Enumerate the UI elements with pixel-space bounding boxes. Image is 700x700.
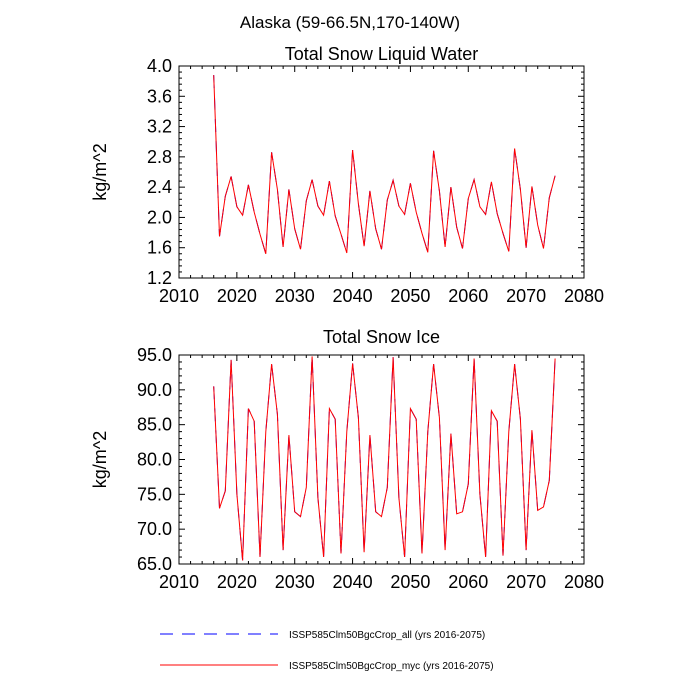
plot-frame-swl (178, 65, 585, 279)
y-tick-label: 2.0 (147, 207, 172, 227)
y-tick-label: 70.0 (137, 519, 172, 539)
x-tick-label: 2070 (506, 286, 546, 306)
x-tick-label: 2080 (564, 572, 604, 592)
y-tick-label: 65.0 (137, 554, 172, 574)
x-tick-label: 2070 (506, 572, 546, 592)
series-line-myc-swl (213, 75, 556, 254)
y-axis-label-swl: kg/m^2 (90, 143, 110, 200)
y-tick-label: 2.8 (147, 147, 172, 167)
legend: ISSP585Clm50BgcCrop_all (yrs 2016-2075) … (160, 630, 494, 672)
y-tick-label: 1.2 (147, 268, 172, 288)
y-tick-label: 1.6 (147, 238, 172, 258)
x-tick-label: 2020 (217, 572, 257, 592)
legend-entry-all: ISSP585Clm50BgcCrop_all (yrs 2016-2075) (160, 630, 485, 641)
x-tick-label: 2010 (159, 286, 199, 306)
x-tick-label: 2060 (448, 286, 488, 306)
panel-snow-ice: Total Snow Ice kg/m^2 2010 2020 2030 2040 2050… (90, 327, 604, 592)
y-tick-label: 90.0 (137, 380, 172, 400)
y-tick-label: 3.2 (147, 117, 172, 137)
legend-label-myc: ISSP585Clm50BgcCrop_myc (yrs 2016-2075) (289, 661, 494, 672)
x-tick-label: 2060 (448, 572, 488, 592)
x-tick-label: 2040 (333, 286, 373, 306)
y-tick-label: 3.6 (147, 86, 172, 106)
y-tick-label: 75.0 (137, 484, 172, 504)
y-tick-label: 95.0 (137, 345, 172, 365)
x-tick-label: 2030 (275, 286, 315, 306)
y-axis-label-ice: kg/m^2 (90, 431, 110, 488)
x-tick-label: 2010 (159, 572, 199, 592)
x-tick-label: 2020 (217, 286, 257, 306)
y-tick-label: 4.0 (147, 56, 172, 76)
y-tick-label: 80.0 (137, 450, 172, 470)
chart-title-ice: Total Snow Ice (323, 327, 440, 347)
x-tick-label: 2080 (564, 286, 604, 306)
x-tick-label: 2040 (333, 572, 373, 592)
figure-title: Alaska (59-66.5N,170-140W) (240, 13, 460, 32)
legend-label-all: ISSP585Clm50BgcCrop_all (yrs 2016-2075) (289, 630, 485, 641)
x-tick-label: 2050 (390, 572, 430, 592)
y-tick-label: 2.4 (147, 177, 172, 197)
panel-snow-liquid-water: Total Snow Liquid Water kg/m^2 2010 2020 203… (90, 44, 604, 306)
legend-entry-myc: ISSP585Clm50BgcCrop_myc (yrs 2016-2075) (160, 661, 494, 672)
series-line-myc-ice (213, 356, 556, 561)
y-tick-label: 85.0 (137, 415, 172, 435)
x-tick-label: 2030 (275, 572, 315, 592)
x-tick-label: 2050 (390, 286, 430, 306)
chart-title-swl: Total Snow Liquid Water (285, 44, 478, 64)
